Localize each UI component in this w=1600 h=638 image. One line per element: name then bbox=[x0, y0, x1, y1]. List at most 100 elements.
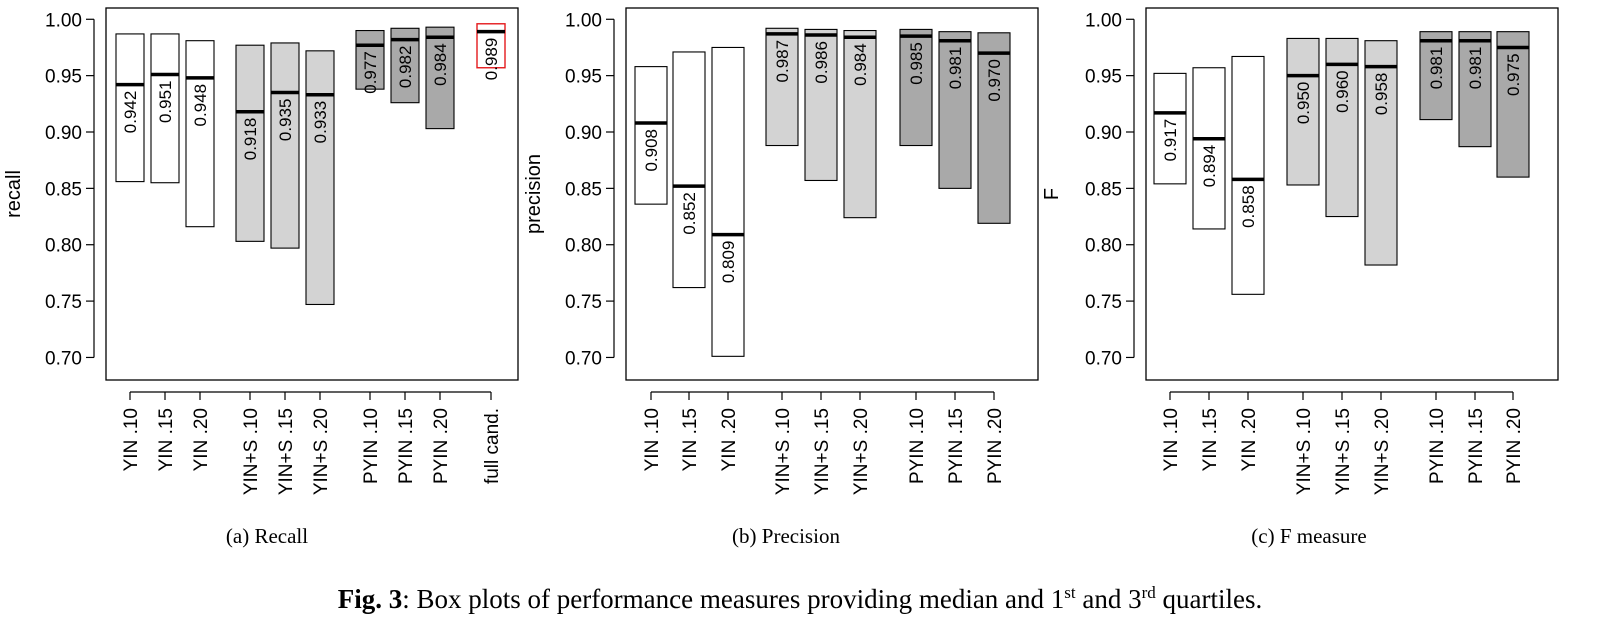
median-label: 0.970 bbox=[985, 59, 1004, 102]
median-label: 0.986 bbox=[812, 41, 831, 84]
figure-caption-text-2: and 3 bbox=[1075, 584, 1142, 614]
x-tick-label: PYIN .15 bbox=[946, 408, 967, 484]
box bbox=[425, 26, 455, 130]
x-tick-label: PYIN .20 bbox=[431, 408, 452, 484]
y-axis-label: recall bbox=[3, 170, 25, 218]
median-label: 0.987 bbox=[773, 40, 792, 83]
median-label: 0.918 bbox=[241, 118, 260, 161]
x-tick-label: PYIN .20 bbox=[985, 408, 1006, 484]
box bbox=[1496, 31, 1530, 178]
median-label: 0.982 bbox=[396, 46, 415, 89]
x-tick-label: YIN .20 bbox=[191, 408, 212, 471]
chart-panel-2: 0.70 0.75 0.80 0.85 0.90 0.95 1.00 precision YIN… bbox=[523, 7, 1039, 495]
x-tick-label: PYIN .15 bbox=[396, 408, 417, 484]
x-tick-label: YIN+S .15 bbox=[812, 408, 833, 495]
x-tick-label: YIN+S .20 bbox=[311, 408, 332, 495]
x-tick-label: YIN .10 bbox=[121, 408, 142, 471]
box bbox=[672, 51, 706, 289]
x-tick-label: YIN .10 bbox=[642, 408, 663, 471]
box bbox=[355, 29, 385, 90]
median-label: 0.942 bbox=[121, 91, 140, 134]
plot-frame bbox=[1145, 7, 1559, 381]
median-label: 0.977 bbox=[361, 51, 380, 94]
median-label: 0.981 bbox=[1427, 47, 1446, 90]
panel-c-caption: (c) F measure bbox=[1251, 524, 1367, 548]
y-tick-label: 0.70 bbox=[565, 348, 602, 369]
plot-frame bbox=[625, 7, 1039, 381]
box bbox=[1286, 37, 1320, 186]
y-tick-label: 0.85 bbox=[1085, 179, 1122, 200]
box bbox=[711, 46, 745, 357]
x-tick-label: YIN+S .15 bbox=[1333, 408, 1354, 495]
box bbox=[235, 44, 265, 242]
y-tick-label: 0.75 bbox=[45, 292, 82, 313]
y-tick-label: 0.85 bbox=[45, 179, 82, 200]
box bbox=[1364, 40, 1398, 266]
box bbox=[899, 28, 933, 147]
y-tick-label: 1.00 bbox=[565, 10, 602, 31]
median-label: 0.985 bbox=[907, 42, 926, 85]
box bbox=[305, 50, 335, 306]
median-label: 0.935 bbox=[276, 99, 295, 142]
median-label: 0.975 bbox=[1504, 53, 1523, 96]
x-tick-label: PYIN .10 bbox=[1427, 408, 1448, 484]
y-tick-label: 1.00 bbox=[1085, 10, 1122, 31]
x-tick-label: PYIN .10 bbox=[907, 408, 928, 484]
box bbox=[977, 32, 1011, 224]
y-tick-label: 0.70 bbox=[1085, 348, 1122, 369]
figure-caption-label: Fig. 3 bbox=[337, 584, 403, 614]
x-tick-label: YIN+S .10 bbox=[1294, 408, 1315, 495]
median-label: 0.858 bbox=[1239, 185, 1258, 228]
box bbox=[1419, 31, 1453, 121]
y-tick-label: 0.90 bbox=[1085, 123, 1122, 144]
x-tick-label: YIN .15 bbox=[156, 408, 177, 471]
box bbox=[1325, 37, 1359, 218]
x-tick-label: PYIN .15 bbox=[1466, 408, 1487, 484]
y-tick-label: 0.75 bbox=[1085, 292, 1122, 313]
x-tick-label: PYIN .10 bbox=[361, 408, 382, 484]
panel-a-caption: (a) Recall bbox=[225, 524, 309, 548]
box bbox=[115, 33, 145, 183]
y-axis-label: F bbox=[1041, 188, 1063, 200]
box bbox=[185, 40, 215, 228]
y-tick-label: 0.95 bbox=[1085, 67, 1122, 88]
median-label: 0.852 bbox=[680, 192, 699, 235]
y-axis-label: precision bbox=[523, 154, 545, 234]
y-tick-label: 0.90 bbox=[565, 123, 602, 144]
chart-panel-1: 0.70 0.75 0.80 0.85 0.90 0.95 1.00 recall YIN .1… bbox=[3, 7, 519, 495]
figure-caption-text-3: quartiles. bbox=[1155, 584, 1263, 614]
y-tick-label: 0.80 bbox=[1085, 236, 1122, 257]
median-label: 0.951 bbox=[156, 81, 175, 124]
box bbox=[634, 66, 668, 205]
y-tick-label: 0.75 bbox=[565, 292, 602, 313]
median-label: 0.984 bbox=[851, 43, 870, 86]
x-tick-label: full cand. bbox=[482, 408, 503, 484]
y-tick-label: 0.95 bbox=[45, 67, 82, 88]
figure-caption: Fig. 3: Box plots of performance measure… bbox=[0, 583, 1600, 615]
y-tick-label: 0.70 bbox=[45, 348, 82, 369]
x-tick-label: YIN .10 bbox=[1161, 408, 1182, 471]
x-tick-label: PYIN .20 bbox=[1504, 408, 1525, 484]
median-label: 0.984 bbox=[431, 43, 450, 86]
figure-caption-sup-1: st bbox=[1064, 583, 1076, 602]
x-tick-label: YIN .15 bbox=[680, 408, 701, 471]
x-tick-label: YIN .20 bbox=[719, 408, 740, 471]
x-tick-label: YIN+S .10 bbox=[773, 408, 794, 495]
median-label: 0.981 bbox=[946, 47, 965, 90]
median-label: 0.908 bbox=[642, 129, 661, 172]
median-label: 0.958 bbox=[1372, 73, 1391, 116]
box bbox=[938, 31, 972, 189]
box bbox=[765, 27, 799, 147]
box bbox=[804, 28, 838, 182]
chart-panel-3: 0.70 0.75 0.80 0.85 0.90 0.95 1.00 F YIN .10 YIN … bbox=[1041, 7, 1559, 495]
box bbox=[843, 29, 877, 219]
panel-b-caption: (b) Precision bbox=[732, 524, 840, 548]
box bbox=[1192, 67, 1226, 230]
median-label: 0.960 bbox=[1333, 70, 1352, 113]
figure-caption-text-1: : Box plots of performance measures prov… bbox=[402, 584, 1065, 614]
y-tick-label: 0.90 bbox=[45, 123, 82, 144]
box bbox=[1458, 31, 1492, 148]
median-label: 0.981 bbox=[1466, 47, 1485, 90]
median-label: 0.809 bbox=[719, 241, 738, 284]
y-tick-label: 0.80 bbox=[565, 236, 602, 257]
